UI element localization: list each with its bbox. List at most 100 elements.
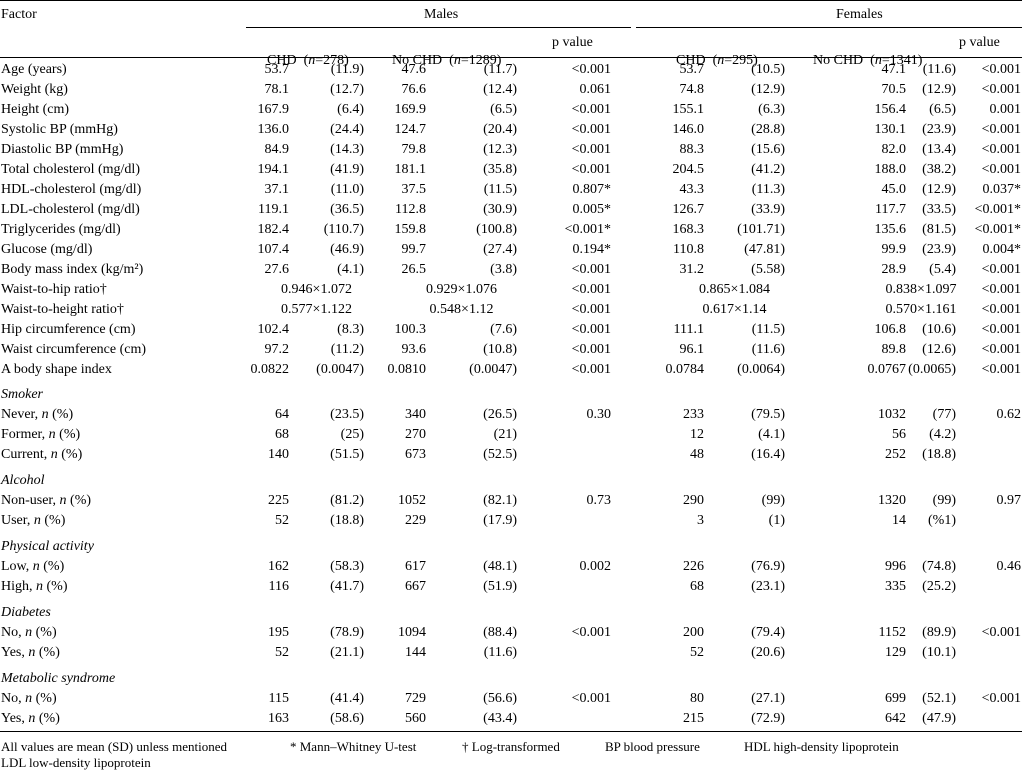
row-label: Body mass index (kg/m²) (1, 262, 144, 277)
row-label: A body shape index (1, 362, 112, 377)
f-no-value: 117.7 (875, 202, 906, 217)
row-label-n: n (33, 513, 41, 528)
f-chd-sd: (72.9) (751, 711, 785, 726)
f-chd-sd: (11.5) (751, 322, 785, 337)
m-no-value: 0.929×1.076 (426, 282, 497, 297)
row-label: Systolic BP (mmHg) (1, 122, 118, 137)
f-chd-value: 204.5 (672, 162, 705, 177)
row-label-suffix: (%) (55, 427, 81, 442)
m-chd-sd: (12.7) (330, 82, 364, 97)
f-p-value: <0.001* (974, 222, 1021, 237)
f-no-sd: (23.9) (922, 122, 956, 137)
bottom-rule (0, 731, 1022, 732)
m-no-sd: (7.6) (490, 322, 517, 337)
m-no-sd: (6.5) (490, 102, 517, 117)
row-label-suffix: (%) (48, 407, 74, 422)
f-p-value: <0.001 (981, 625, 1021, 640)
m-no-value: 124.7 (394, 122, 427, 137)
females-span-rule (636, 27, 1022, 28)
footnote-all-values: All values are mean (SD) unless mentione… (1, 739, 227, 754)
f-no-sd: (38.2) (922, 162, 956, 177)
m-p-value: 0.194* (572, 242, 612, 257)
m-no-value: 181.1 (394, 162, 427, 177)
m-chd-sd: (11.0) (330, 182, 364, 197)
row-label: Non-user, n (%) (1, 492, 91, 510)
m-chd-value: 107.4 (257, 242, 290, 257)
f-chd-value: 31.2 (679, 262, 705, 277)
f-no-value: 135.6 (874, 222, 907, 237)
m-no-sd: (3.8) (490, 262, 517, 277)
f-p-value: <0.001 (981, 142, 1021, 157)
m-no-sd: (0.0047) (469, 362, 517, 377)
row-label-suffix: (%) (35, 711, 60, 726)
row-label: Triglycerides (mg/dl) (1, 222, 121, 237)
m-no-value: 673 (405, 447, 426, 462)
row-label: Waist-to-hip ratio† (1, 282, 107, 297)
m-no-value: 112.8 (395, 202, 426, 217)
m-no-value: 100.3 (394, 322, 427, 337)
f-p-value: <0.001 (981, 282, 1021, 297)
m-no-value: 47.6 (401, 62, 427, 77)
f-no-value: 1320 (878, 493, 906, 508)
section-title: Smoker (1, 387, 43, 402)
m-no-sd: (27.4) (483, 242, 517, 257)
row-label-suffix: (%) (39, 559, 65, 574)
f-chd-value: 215 (683, 711, 704, 726)
m-no-value: 144 (405, 645, 426, 660)
f-chd-value: 74.8 (679, 82, 705, 97)
f-p-value: 0.004* (982, 242, 1022, 257)
row-label: Yes, n (%) (1, 710, 60, 728)
f-no-value: 56 (892, 427, 906, 442)
f-no-sd: (47.9) (922, 711, 956, 726)
m-chd-sd: (25) (340, 427, 364, 442)
m-no-value: 0.0810 (387, 362, 427, 377)
f-no-value: 0.570×1.161 (885, 302, 957, 317)
footnote-log-transformed: † Log-transformed (462, 739, 560, 754)
m-p-value: <0.001 (571, 102, 611, 117)
f-no-value: 0.838×1.097 (885, 282, 957, 297)
m-p-value: <0.001 (571, 122, 611, 137)
f-no-sd: (25.2) (922, 579, 956, 594)
males-span-rule (246, 27, 631, 28)
f-no-value: 0.0767 (867, 362, 907, 377)
row-label: Age (years) (1, 62, 67, 77)
f-no-sd: (6.5) (929, 102, 956, 117)
m-no-sd: (30.9) (483, 202, 517, 217)
m-chd-sd: (110.7) (323, 222, 364, 237)
f-p-value: 0.46 (996, 559, 1022, 574)
f-p-value: <0.001 (981, 342, 1021, 357)
m-no-value: 729 (405, 691, 426, 706)
f-chd-sd: (79.4) (751, 625, 785, 640)
m-chd-value: 136.0 (257, 122, 290, 137)
header-females-chd: CHD (n=295) (676, 53, 758, 68)
f-p-value: <0.001 (981, 262, 1021, 277)
m-no-sd: (51.9) (483, 579, 517, 594)
m-chd-value: 27.6 (264, 262, 290, 277)
m-chd-sd: (11.2) (330, 342, 364, 357)
m-no-value: 560 (405, 711, 426, 726)
m-chd-sd: (36.5) (330, 202, 364, 217)
m-p-value: 0.73 (586, 493, 612, 508)
m-chd-sd: (46.9) (330, 242, 364, 257)
f-chd-value: 126.7 (672, 202, 705, 217)
section-title: Metabolic syndrome (1, 671, 116, 686)
m-chd-value: 64 (275, 407, 289, 422)
f-no-sd: (10.1) (922, 645, 956, 660)
m-chd-value: 194.1 (257, 162, 290, 177)
m-p-value: <0.001 (571, 302, 611, 317)
row-label-n: n (25, 691, 33, 706)
row-label: LDL-cholesterol (mg/dl) (1, 202, 140, 217)
m-no-sd: (100.8) (476, 222, 517, 237)
f-no-value: 70.5 (881, 82, 907, 97)
row-label-suffix: (%) (32, 691, 57, 706)
f-no-value: 335 (885, 579, 906, 594)
m-no-value: 667 (405, 579, 426, 594)
m-no-sd: (56.6) (483, 691, 517, 706)
row-label-text: Low, (1, 559, 33, 574)
row-label-suffix: (%) (43, 579, 68, 594)
f-no-sd: (18.8) (922, 447, 956, 462)
f-chd-sd: (99) (761, 493, 785, 508)
row-label-text: High, (1, 579, 36, 594)
f-no-value: 89.8 (881, 342, 907, 357)
f-chd-value: 80 (690, 691, 704, 706)
